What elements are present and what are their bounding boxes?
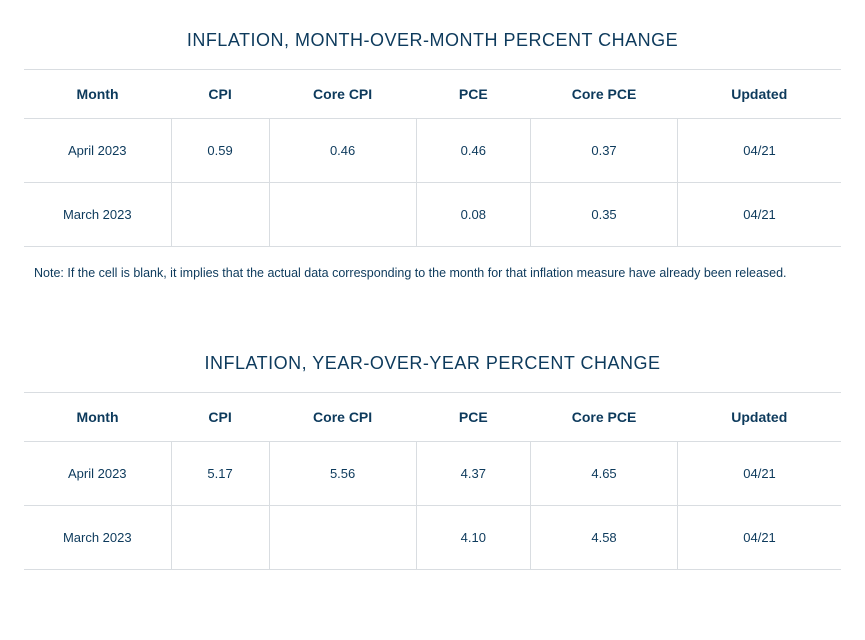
cell-pce: 0.08 <box>416 183 530 247</box>
col-core-pce: Core PCE <box>531 70 678 119</box>
cell-core-pce: 4.58 <box>531 505 678 569</box>
col-core-cpi: Core CPI <box>269 70 416 119</box>
cell-pce: 4.10 <box>416 505 530 569</box>
cell-month: April 2023 <box>24 119 171 183</box>
mom-note: Note: If the cell is blank, it implies t… <box>34 265 831 283</box>
cell-pce: 4.37 <box>416 441 530 505</box>
col-pce: PCE <box>416 392 530 441</box>
cell-core-cpi <box>269 183 416 247</box>
cell-cpi <box>171 183 269 247</box>
cell-cpi: 0.59 <box>171 119 269 183</box>
col-month: Month <box>24 392 171 441</box>
col-cpi: CPI <box>171 392 269 441</box>
mom-title: INFLATION, MONTH-OVER-MONTH PERCENT CHAN… <box>24 30 841 51</box>
col-core-pce: Core PCE <box>531 392 678 441</box>
cell-core-cpi: 5.56 <box>269 441 416 505</box>
col-cpi: CPI <box>171 70 269 119</box>
col-month: Month <box>24 70 171 119</box>
cell-core-pce: 4.65 <box>531 441 678 505</box>
cell-cpi: 5.17 <box>171 441 269 505</box>
cell-updated: 04/21 <box>678 441 841 505</box>
cell-updated: 04/21 <box>678 183 841 247</box>
col-updated: Updated <box>678 70 841 119</box>
cell-updated: 04/21 <box>678 505 841 569</box>
cell-month: March 2023 <box>24 183 171 247</box>
table-row: April 2023 0.59 0.46 0.46 0.37 04/21 <box>24 119 841 183</box>
table-row: March 2023 0.08 0.35 04/21 <box>24 183 841 247</box>
cell-pce: 0.46 <box>416 119 530 183</box>
cell-month: April 2023 <box>24 441 171 505</box>
cell-core-pce: 0.35 <box>531 183 678 247</box>
cell-core-cpi: 0.46 <box>269 119 416 183</box>
col-core-cpi: Core CPI <box>269 392 416 441</box>
cell-core-pce: 0.37 <box>531 119 678 183</box>
col-updated: Updated <box>678 392 841 441</box>
mom-table: Month CPI Core CPI PCE Core PCE Updated … <box>24 69 841 247</box>
cell-month: March 2023 <box>24 505 171 569</box>
cell-updated: 04/21 <box>678 119 841 183</box>
table-row: March 2023 4.10 4.58 04/21 <box>24 505 841 569</box>
yoy-table: Month CPI Core CPI PCE Core PCE Updated … <box>24 392 841 570</box>
cell-core-cpi <box>269 505 416 569</box>
table-row: April 2023 5.17 5.56 4.37 4.65 04/21 <box>24 441 841 505</box>
col-pce: PCE <box>416 70 530 119</box>
cell-cpi <box>171 505 269 569</box>
yoy-title: INFLATION, YEAR-OVER-YEAR PERCENT CHANGE <box>24 353 841 374</box>
